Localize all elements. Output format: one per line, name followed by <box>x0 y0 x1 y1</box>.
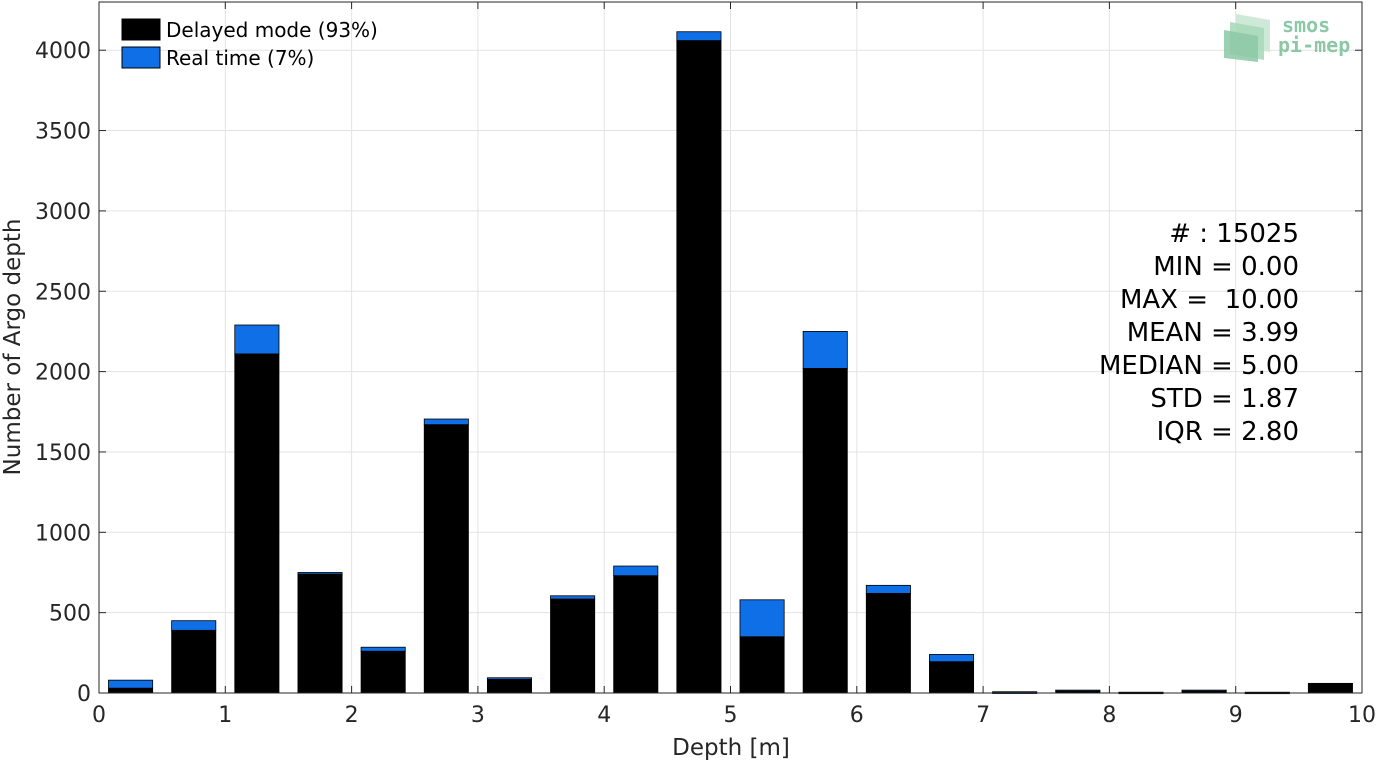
logo-text-pi-mep: pi-mep <box>1278 33 1350 57</box>
smos-pi-mep-logo: smos pi-mep <box>1224 13 1350 62</box>
logo-text-smos: smos <box>1282 13 1330 37</box>
bar-delayed-mode <box>929 661 975 694</box>
bar-real-time <box>550 595 596 600</box>
bar-delayed-mode <box>171 629 217 694</box>
x-tick-label: 9 <box>1229 703 1243 728</box>
x-tick-label: 1 <box>218 703 232 728</box>
bar-real-time <box>234 324 280 355</box>
x-tick-label: 7 <box>976 703 990 728</box>
stat-line: MEDIAN = 5.00 <box>1099 351 1299 381</box>
x-tick-label: 2 <box>345 703 359 728</box>
bar-real-time <box>865 584 911 594</box>
bar-delayed-mode <box>802 367 848 694</box>
y-tick-label: 2500 <box>35 280 91 305</box>
bar-real-time <box>676 31 722 41</box>
y-tick-label: 3500 <box>35 120 91 145</box>
bar-real-time <box>613 565 659 577</box>
bar-real-time <box>108 679 154 689</box>
logo-leaf-icon <box>1224 14 1270 62</box>
bar-delayed-mode <box>108 687 154 694</box>
bar-real-time <box>423 418 469 426</box>
bar-real-time <box>802 331 848 369</box>
bar-real-time <box>929 654 975 663</box>
stat-line: MEAN = 3.99 <box>1127 318 1299 348</box>
legend-swatch-delayed-mode <box>121 18 161 41</box>
stat-line: MAX = 10.00 <box>1120 285 1299 315</box>
legend-label-real-time: Real time (7%) <box>166 46 314 70</box>
bar-real-time <box>739 599 785 638</box>
x-tick-label: 5 <box>724 703 738 728</box>
bar-delayed-mode <box>360 650 406 694</box>
stat-line: MIN = 0.00 <box>1153 252 1299 282</box>
x-tick-label: 6 <box>850 703 864 728</box>
bar-real-time <box>171 620 217 631</box>
stat-line: # : 15025 <box>1169 219 1299 249</box>
y-tick-label: 4000 <box>35 39 91 64</box>
y-tick-label: 500 <box>49 602 91 627</box>
bar-delayed-mode <box>865 592 911 694</box>
x-tick-label: 3 <box>471 703 485 728</box>
y-tick-label: 1500 <box>35 441 91 466</box>
y-axis-ticks: 0 500 1000 1500 2000 2500 3000 3500 4000 <box>35 39 1362 707</box>
bar-delayed-mode <box>676 40 722 694</box>
y-tick-label: 1000 <box>35 521 91 546</box>
bar-delayed-mode <box>297 573 343 694</box>
bar-delayed-mode <box>423 424 469 694</box>
y-tick-label: 0 <box>77 682 91 707</box>
x-tick-label: 8 <box>1102 703 1116 728</box>
legend: Delayed mode (93%) Real time (7%) <box>121 18 378 70</box>
bar-real-time <box>1055 689 1101 692</box>
x-tick-label: 10 <box>1348 703 1376 728</box>
x-tick-label: 4 <box>597 703 611 728</box>
stat-line: IQR = 2.80 <box>1157 417 1299 447</box>
x-axis-label: Depth [m] <box>672 735 790 761</box>
bar-real-time <box>360 646 406 652</box>
bar-delayed-mode <box>739 636 785 694</box>
bar-delayed-mode <box>234 353 280 694</box>
stat-line: STD = 1.87 <box>1150 384 1299 414</box>
bar-delayed-mode <box>613 575 659 694</box>
bar-delayed-mode <box>550 598 596 694</box>
legend-label-delayed-mode: Delayed mode (93%) <box>166 18 378 42</box>
x-axis-ticks: 0 1 2 3 4 5 6 7 8 9 10 <box>92 2 1376 728</box>
bar-real-time <box>486 677 532 680</box>
legend-swatch-real-time <box>121 46 161 69</box>
y-tick-label: 3000 <box>35 200 91 225</box>
x-tick-label: 0 <box>92 703 106 728</box>
y-axis-label: Number of Argo depth <box>0 219 26 476</box>
bar-real-time <box>297 572 343 575</box>
bar-delayed-mode <box>486 678 532 694</box>
bar-delayed-mode <box>1307 682 1353 694</box>
y-tick-label: 2000 <box>35 361 91 386</box>
bar-real-time <box>1181 689 1227 692</box>
